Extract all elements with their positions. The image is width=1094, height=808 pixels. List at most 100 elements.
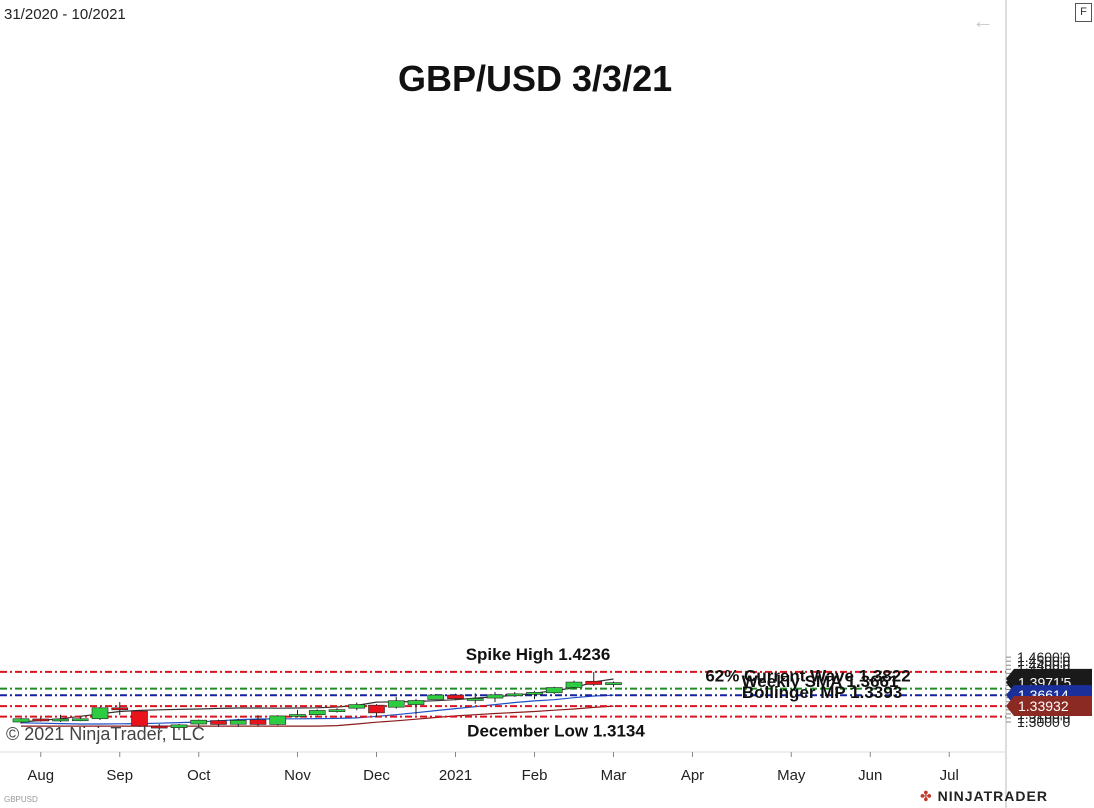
candle [150,724,168,731]
candle-body [407,700,425,705]
x-tick-label: Dec [363,767,390,784]
candle [269,715,287,726]
candle-body [328,709,346,712]
sma-blue-line [20,694,614,725]
format-button[interactable]: F [1075,3,1092,22]
x-tick-label: Feb [522,767,548,784]
candle [111,702,129,716]
candle-body [545,687,563,694]
candle [170,724,188,731]
ninjatrader-logo: ✤ NINJATRADER [920,788,1048,804]
x-tick-label: Oct [187,767,211,784]
x-tick-label: Nov [284,767,311,784]
candle [32,717,50,722]
sma-red-line [21,705,614,727]
candle-body [387,700,405,708]
candle-body [348,704,366,709]
sma-black-line [20,678,614,723]
y-tick-label: 1.3000'0 [1017,714,1070,730]
candle-body [506,693,524,697]
candle-body [526,692,543,695]
x-tick-label: Aug [27,767,54,784]
candle [52,714,69,722]
candle [210,719,227,727]
candle-body [111,707,129,711]
candle-body [190,719,208,725]
arrow-left-icon[interactable]: ← [972,8,994,33]
candle [486,691,504,703]
candle [131,710,148,727]
candle-body [210,720,227,725]
time-axis[interactable]: Aug Sep Oct Nov Dec 2021 Feb Mar Apr May Jun Jul [0,751,1006,784]
candle-body [150,725,168,729]
x-tick-label: Sep [106,767,133,784]
level-label: December Low 1.3134 [467,722,645,741]
candle [605,681,622,688]
candlesticks [12,671,622,731]
candle-body [447,694,464,699]
candle [407,698,425,715]
candle [308,709,326,716]
candle [289,709,306,718]
candle-body [170,724,188,728]
candle [447,693,464,701]
price-marker-label: 1.33932 [1018,698,1069,714]
candle-body [565,681,583,688]
candle-body [32,718,50,722]
candle-body [91,707,109,720]
candle [12,717,30,724]
brand-name: NINJATRADER [937,788,1048,804]
x-tick-label: Jun [858,767,882,784]
level-label: Spike High 1.4236 [466,645,611,664]
candle-body [269,715,287,725]
candle-body [368,704,385,714]
candle-body [249,719,267,725]
candle-body [466,698,484,701]
candle-body [486,694,504,699]
x-tick-label: Apr [681,767,704,784]
candle [91,706,109,720]
candle [585,671,603,686]
candle [368,704,385,717]
date-range-label: 31/2020 - 10/2021 [4,6,126,23]
candle [190,719,208,727]
candle-body [71,718,89,722]
candle [387,696,405,709]
candle-body [308,710,326,716]
price-marker: 1.33932 [1006,696,1092,717]
candle-body [585,680,603,685]
candle-body [131,710,148,727]
candle-body [289,714,306,717]
level-lines: Spike High 1.4236 62% Current Wave 1.3822… [0,645,1006,741]
candle [466,693,484,704]
chart-title: GBP/USD 3/3/21 [398,58,673,99]
level-label: 62% Current Wave 1.3822 [705,667,910,686]
x-tick-label: Mar [601,767,627,784]
price-marker-box [1006,696,1092,717]
symbol-label: GBPUSD [4,795,38,804]
candle [348,702,366,711]
copyright-text: © 2021 NinjaTrader, LLC [6,724,205,744]
candle [427,694,445,700]
candle [506,691,524,697]
candle-body [427,694,445,700]
level-label: Weekly SMA 1.3661 [742,672,899,691]
x-tick-label: Jul [940,767,959,784]
candle-body [605,682,622,685]
candle-body [52,718,69,722]
x-tick-label: May [777,767,806,784]
candle [526,691,543,700]
candle [328,708,346,713]
moving-averages [20,678,614,727]
y-tick-label: 1.4500'0 [1017,653,1070,669]
candle-body [229,720,247,725]
candle [71,716,89,722]
candle [545,686,563,695]
candle [565,680,583,689]
level-label: Bollinger MP 1.3393 [742,683,902,702]
candle [249,715,267,727]
x-tick-label: 2021 [439,767,472,784]
candle [229,718,247,727]
